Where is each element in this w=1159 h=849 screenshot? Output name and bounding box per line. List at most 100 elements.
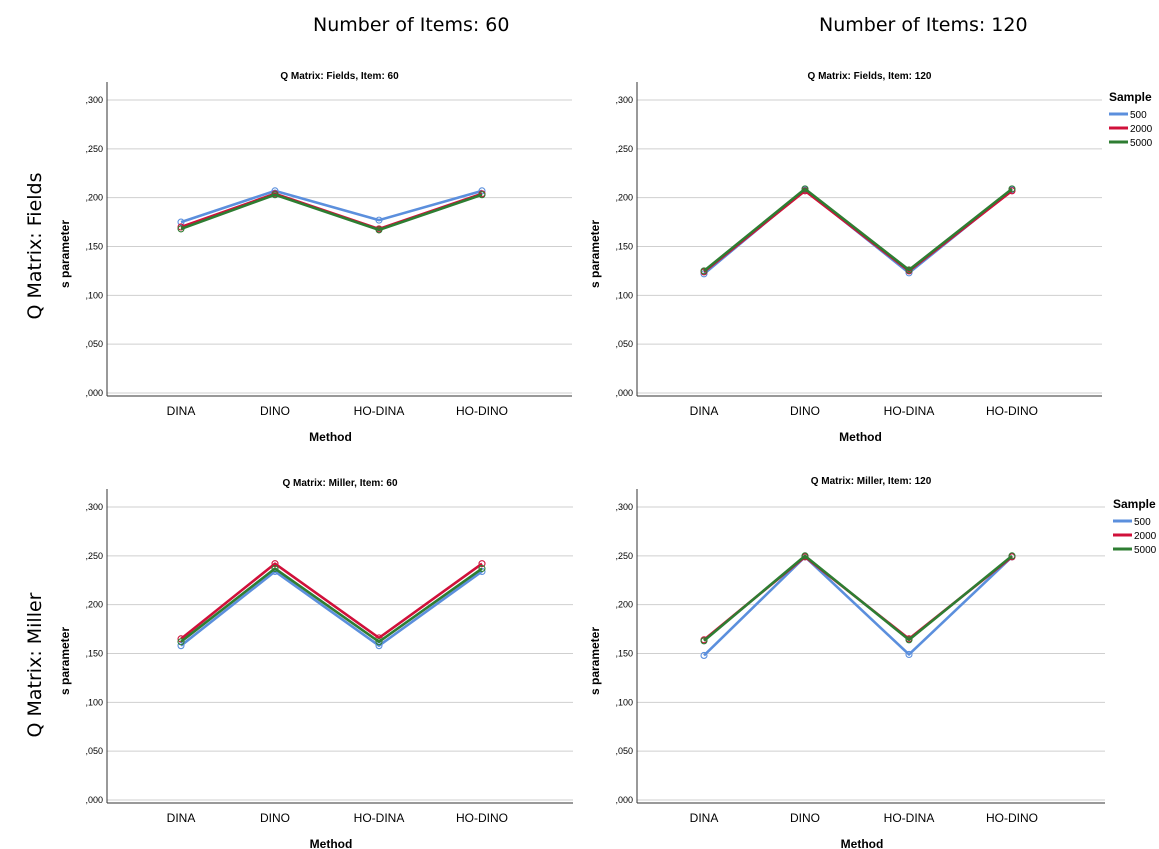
- y-tick-label: ,300: [85, 502, 103, 512]
- y-tick-label: ,300: [85, 95, 103, 105]
- x-axis-title: Method: [839, 430, 882, 444]
- data-point: [1008, 185, 1016, 193]
- chart-title: Q Matrix: Fields, Item: 120: [808, 71, 932, 82]
- chart-title: Q Matrix: Fields, Item: 60: [280, 71, 399, 82]
- y-tick-label: ,050: [85, 339, 103, 349]
- y-axis-title: s parameter: [588, 627, 602, 695]
- x-tick-label: DINO: [260, 811, 290, 825]
- data-point: [478, 560, 486, 568]
- chart-miller-120: Q Matrix: Miller, Item: 120 ,000 ,050 ,100,…: [588, 476, 1157, 849]
- x-tick-label: HO-DINO: [456, 404, 508, 418]
- y-tick-label: ,000: [85, 388, 103, 398]
- x-tick-label: DINA: [167, 404, 196, 418]
- y-tick-label: ,100: [615, 697, 633, 707]
- row-header-fields: Q Matrix: Fields: [24, 172, 46, 320]
- y-tick-label: ,050: [615, 746, 633, 756]
- y-tick-label: ,200: [615, 193, 633, 203]
- series-line-5000: [703, 187, 1013, 272]
- y-tick-label: ,000: [85, 795, 103, 805]
- y-tick-label: ,150: [615, 649, 633, 659]
- x-axis-title: Method: [310, 837, 353, 849]
- data-point: [700, 651, 708, 660]
- data-point: [271, 564, 279, 573]
- y-axis-title: s parameter: [58, 627, 72, 695]
- series-line-500: [180, 570, 483, 647]
- y-tick-label: ,100: [615, 290, 633, 300]
- series-line-5000: [180, 567, 483, 644]
- data-point: [1008, 552, 1016, 560]
- y-tick-label: ,200: [85, 193, 103, 203]
- series-line-500: [180, 189, 483, 224]
- y-tick-label: ,050: [85, 746, 103, 756]
- legend-title: Sample: [1109, 90, 1152, 104]
- series-line-500: [703, 555, 1013, 657]
- x-tick-label: DINO: [790, 404, 820, 418]
- y-tick-label: ,150: [85, 649, 103, 659]
- y-tick-label: ,150: [85, 242, 103, 252]
- row-header-miller: Q Matrix: Miller: [24, 592, 46, 738]
- x-tick-label: HO-DINO: [986, 811, 1038, 825]
- legend-entry-5000: 5000: [1130, 138, 1153, 149]
- data-point: [700, 637, 708, 645]
- x-tick-label: DINO: [260, 404, 290, 418]
- data-point: [905, 636, 913, 644]
- legend-title: Sample: [1113, 497, 1156, 511]
- x-axis-title: Method: [841, 837, 884, 849]
- legend-entry-2000: 2000: [1134, 531, 1157, 542]
- data-point: [375, 216, 383, 224]
- data-point: [177, 225, 185, 233]
- y-tick-label: ,250: [85, 144, 103, 154]
- data-point: [478, 191, 486, 199]
- legend-entry-500: 500: [1130, 110, 1147, 121]
- data-point: [478, 564, 486, 573]
- data-point: [801, 552, 809, 560]
- x-tick-label: HO-DINO: [456, 811, 508, 825]
- y-tick-label: ,200: [615, 600, 633, 610]
- legend-entry-2000: 2000: [1130, 124, 1153, 135]
- y-tick-label: ,300: [615, 95, 633, 105]
- y-tick-label: ,000: [615, 795, 633, 805]
- column-header-items-120: Number of Items: 120: [819, 14, 1028, 36]
- series-line-2000: [180, 562, 483, 640]
- series-line-5000: [703, 554, 1013, 642]
- y-axis-title: s parameter: [588, 220, 602, 288]
- data-point: [905, 650, 913, 659]
- data-point: [700, 267, 708, 275]
- x-tick-label: HO-DINA: [354, 811, 405, 825]
- y-axis-title: s parameter: [58, 220, 72, 288]
- x-tick-label: HO-DINO: [986, 404, 1038, 418]
- x-tick-label: HO-DINA: [884, 404, 935, 418]
- x-tick-label: DINA: [690, 811, 719, 825]
- y-tick-label: ,250: [85, 551, 103, 561]
- y-tick-label: ,000: [615, 388, 633, 398]
- y-tick-label: ,250: [615, 144, 633, 154]
- chart-title: Q Matrix: Miller, Item: 120: [811, 476, 932, 487]
- chart-title: Q Matrix: Miller, Item: 60: [282, 478, 397, 489]
- legend-entry-500: 500: [1134, 517, 1151, 528]
- y-tick-label: ,200: [85, 600, 103, 610]
- y-tick-label: ,300: [615, 502, 633, 512]
- x-tick-label: DINA: [690, 404, 719, 418]
- x-tick-label: DINA: [167, 811, 196, 825]
- y-tick-label: ,100: [85, 290, 103, 300]
- data-point: [375, 638, 383, 646]
- data-point: [177, 638, 185, 646]
- data-point: [177, 642, 185, 650]
- x-axis-title: Method: [309, 430, 352, 444]
- x-tick-label: HO-DINA: [884, 811, 935, 825]
- y-tick-label: ,250: [615, 551, 633, 561]
- data-point: [271, 191, 279, 199]
- y-tick-label: ,100: [85, 697, 103, 707]
- chart-miller-60: Q Matrix: Miller, Item: 60 ,000 ,050 ,100 ,1…: [58, 478, 573, 849]
- chart-fields-120: Q Matrix: Fields, Item: 120 ,000 ,050 ,100,…: [588, 71, 1153, 444]
- x-tick-label: DINO: [790, 811, 820, 825]
- column-header-items-60: Number of Items: 60: [313, 14, 510, 36]
- y-tick-label: ,050: [615, 339, 633, 349]
- data-point: [177, 218, 185, 226]
- chart-fields-60: Q Matrix: Fields, Item: 60 ,000 ,050 ,100 ,1…: [58, 71, 572, 444]
- y-tick-label: ,150: [615, 242, 633, 252]
- legend-entry-5000: 5000: [1134, 545, 1157, 556]
- data-point: [375, 226, 383, 234]
- data-point: [271, 560, 279, 568]
- data-point: [801, 185, 809, 193]
